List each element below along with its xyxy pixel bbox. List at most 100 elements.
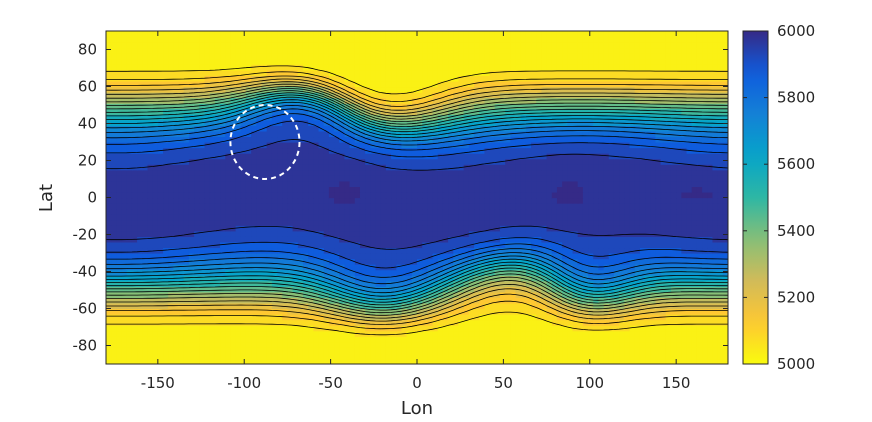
contour-cell [505, 330, 511, 337]
contour-cell [515, 203, 522, 210]
contour-cell [499, 330, 506, 337]
contour-cell [277, 169, 283, 176]
contour-cell [266, 319, 273, 326]
contour-cell [562, 214, 568, 221]
contour-cell [266, 230, 273, 237]
contour-cell [582, 214, 589, 221]
contour-cell [712, 330, 719, 337]
contour-cell [323, 247, 330, 254]
contour-cell [489, 214, 496, 221]
contour-cell [442, 147, 449, 154]
contour-cell [354, 291, 361, 298]
contour-cell [287, 191, 294, 199]
contour-cell [494, 358, 501, 364]
contour-cell [665, 197, 672, 204]
contour-cell [116, 164, 123, 171]
contour-cell [302, 280, 309, 287]
contour-cell [541, 269, 548, 276]
contour-cell [173, 175, 180, 182]
contour-cell [328, 164, 335, 171]
contour-cell [681, 214, 688, 221]
contour-cell [676, 269, 682, 276]
contour-cell [722, 352, 728, 360]
contour-cell [676, 341, 682, 348]
contour-cell [199, 286, 206, 293]
contour-cell [463, 264, 470, 271]
contour-cell [297, 264, 304, 271]
contour-cell [271, 142, 278, 149]
contour-cell [308, 219, 314, 226]
contour-cell [531, 164, 537, 171]
contour-cell [308, 341, 314, 348]
contour-cell [717, 208, 724, 215]
contour-cell [396, 169, 403, 176]
contour-cell [520, 258, 527, 265]
contour-cell [645, 164, 651, 171]
contour-cell [422, 175, 428, 182]
contour-cell [245, 186, 252, 193]
contour-cell [546, 186, 553, 193]
contour-cell [256, 258, 263, 265]
contour-cell [531, 191, 537, 199]
contour-cell [209, 264, 216, 271]
contour-cell [106, 180, 112, 187]
contour-cell [536, 280, 542, 287]
contour-cell [328, 230, 335, 237]
contour-cell [546, 264, 553, 271]
contour-cell [588, 319, 594, 326]
contour-cell [406, 275, 413, 282]
contour-cell [453, 325, 460, 332]
contour-cell [634, 225, 641, 232]
contour-cell [111, 175, 117, 182]
contour-cell [417, 180, 423, 187]
contour-cell [375, 225, 382, 232]
contour-cell [722, 258, 728, 265]
contour-cell [209, 175, 216, 182]
contour-cell [235, 269, 242, 276]
contour-cell [525, 297, 532, 304]
contour-cell [194, 325, 200, 332]
contour-cell [401, 158, 408, 165]
contour-cell [411, 314, 418, 321]
contour-cell [681, 258, 688, 265]
contour-cell [551, 302, 558, 310]
contour-cell [406, 336, 413, 343]
contour-cell [603, 230, 610, 237]
contour-cell [707, 314, 714, 321]
contour-cell [344, 164, 351, 171]
contour-cell [292, 258, 299, 265]
contour-cell [499, 264, 506, 271]
contour-cell [665, 291, 672, 298]
contour-cell [199, 130, 206, 138]
contour-cell [660, 347, 667, 354]
contour-cell [479, 347, 485, 354]
contour-cell [297, 247, 304, 254]
contour-cell [588, 241, 594, 249]
contour-cell [562, 164, 568, 171]
contour-cell [484, 203, 491, 210]
contour-cell [567, 153, 574, 160]
contour-cell [121, 280, 128, 287]
contour-cell [302, 275, 309, 282]
contour-cell [422, 197, 428, 204]
contour-cell [722, 336, 728, 343]
contour-cell [510, 269, 517, 276]
contour-cell [235, 191, 242, 199]
contour-cell [453, 347, 460, 354]
contour-cell [204, 352, 211, 360]
contour-cell [163, 180, 169, 187]
contour-cell [313, 319, 320, 326]
contour-cell [396, 136, 403, 143]
contour-cell [240, 275, 247, 282]
contour-cell [302, 358, 309, 364]
contour-cell [339, 153, 346, 160]
contour-cell [396, 203, 403, 210]
contour-cell [427, 336, 434, 343]
contour-cell [349, 191, 356, 199]
contour-cell [188, 225, 195, 232]
contour-cell [603, 280, 610, 287]
contour-cell [417, 247, 423, 254]
contour-cell [370, 291, 377, 298]
contour-cell [603, 258, 610, 265]
contour-cell [271, 169, 278, 176]
